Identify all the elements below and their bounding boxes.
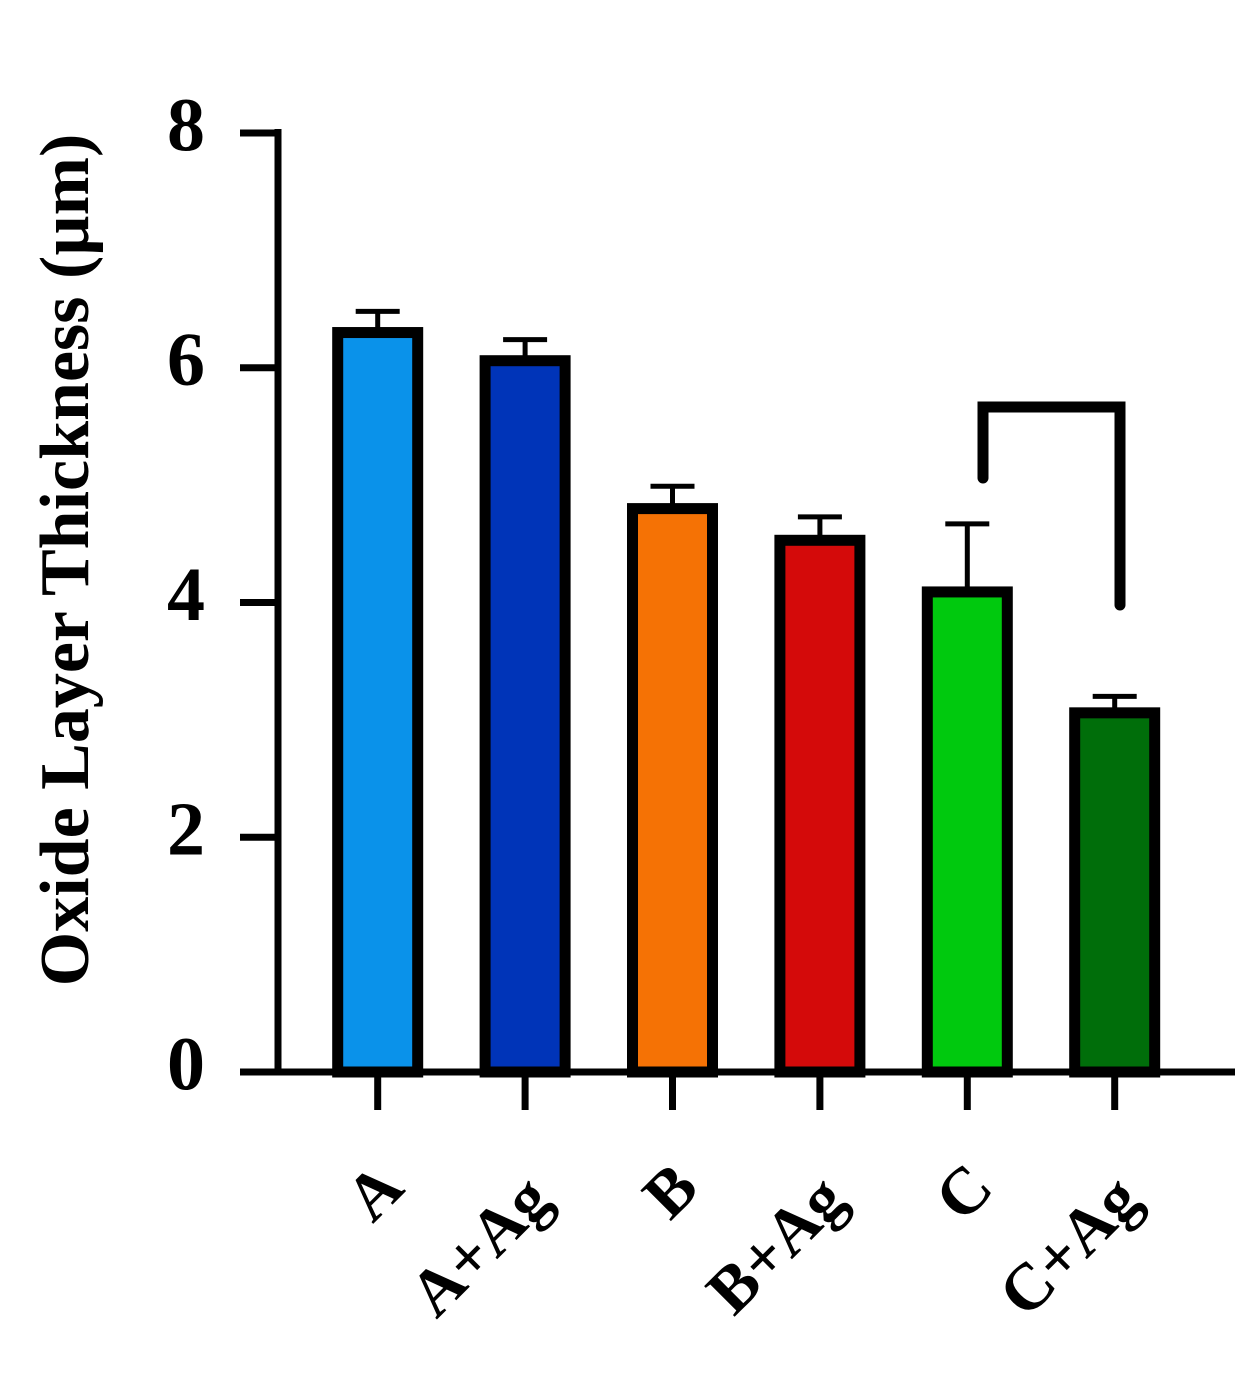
y-tick-label: 4: [167, 553, 205, 637]
bar: [1069, 707, 1161, 1078]
x-tick-label: B+Ag: [693, 1162, 859, 1328]
bar: [332, 327, 424, 1078]
x-tick-label: C: [921, 1150, 1006, 1235]
x-tick-label: A: [332, 1149, 418, 1235]
y-tick-label: 2: [167, 788, 205, 872]
bar: [774, 534, 866, 1078]
x-tick-label: A+Ag: [395, 1162, 564, 1331]
significance-bracket: [977, 401, 1126, 611]
bar: [921, 586, 1013, 1078]
y-axis-title: Oxide Layer Thickness (µm): [27, 134, 104, 987]
y-tick-label: 6: [167, 318, 205, 402]
x-tick-label: B: [629, 1150, 712, 1233]
bar: [479, 355, 571, 1078]
bar: [627, 503, 718, 1078]
y-tick-label: 8: [167, 83, 205, 167]
x-tick-label: C+Ag: [985, 1162, 1154, 1331]
y-tick-label: 0: [167, 1022, 205, 1106]
